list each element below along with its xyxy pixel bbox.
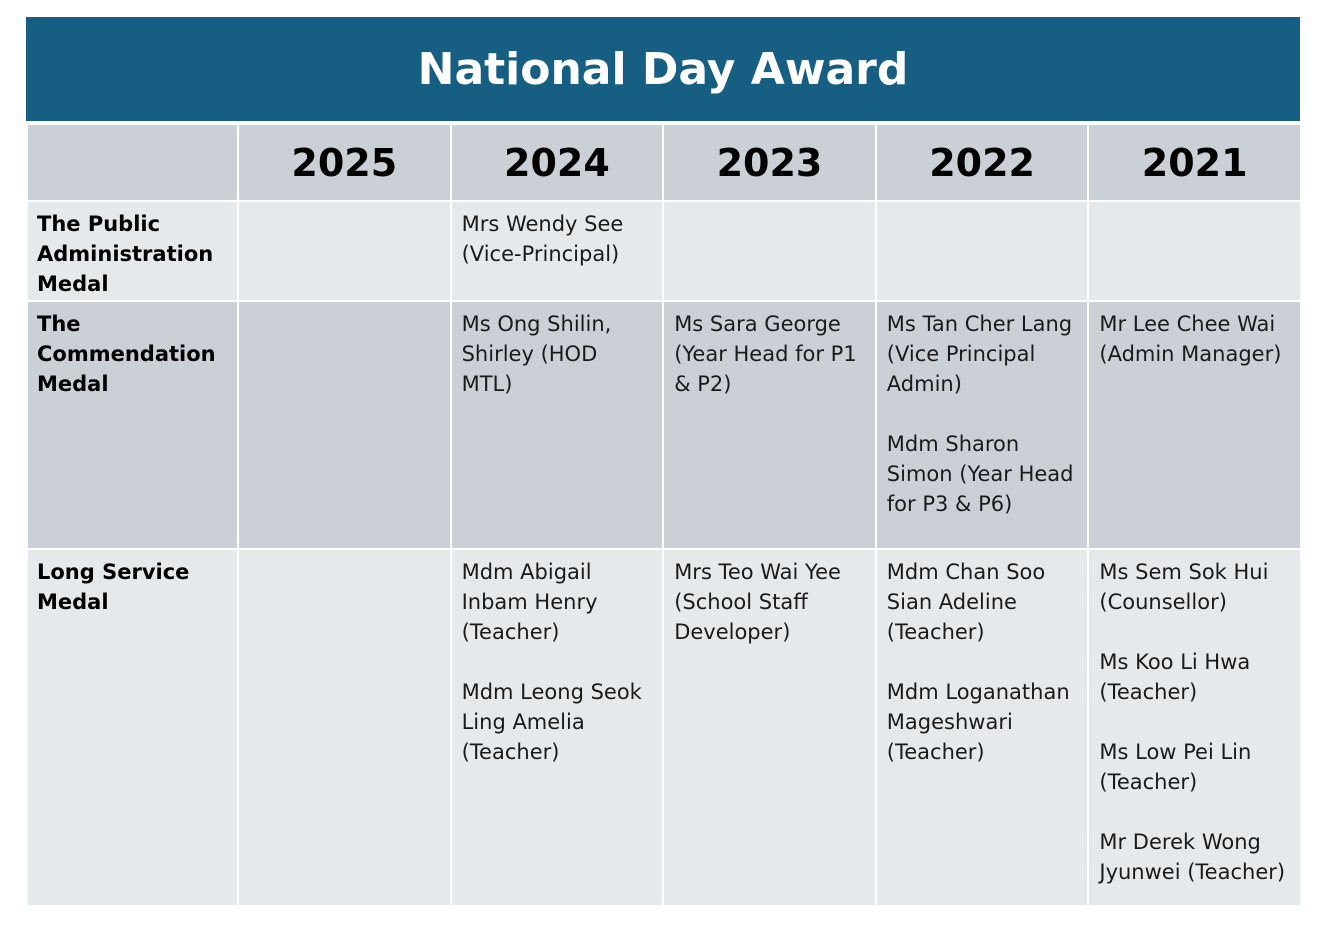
recipient-role: (Teacher) — [1099, 680, 1198, 704]
award-cell — [237, 300, 452, 550]
recipient-name: Mrs Wendy See — [461, 212, 624, 236]
recipient-name: Mdm Sharon Simon — [886, 432, 1020, 486]
category-cell: The Commendation Medal — [26, 300, 239, 550]
award-table: 2025 2024 2023 2022 2021 The Public Admi… — [26, 123, 1302, 907]
award-cell: Mrs Teo Wai Yee (School Staff Developer) — [662, 548, 877, 907]
recipient-name: Ms Sem Sok Hui — [1099, 560, 1269, 584]
page-title: National Day Award — [417, 43, 909, 95]
year-header: 2025 — [237, 123, 452, 202]
recipient-role: (Counsellor) — [1099, 590, 1227, 614]
award-cell: Ms Sem Sok Hui (Counsellor) Ms Koo Li Hwa… — [1087, 548, 1302, 907]
award-recipient: Ms Koo Li Hwa (Teacher) — [1099, 647, 1292, 707]
award-cell: Ms Ong Shilin, Shirley (HOD MTL) — [449, 300, 665, 550]
recipient-role: (Teacher) — [886, 620, 985, 644]
award-cell: Mdm Chan Soo Sian Adeline (Teacher) Mdm L… — [874, 548, 1090, 907]
recipient-role: (Teacher) — [886, 740, 985, 764]
award-recipient: Mdm Sharon Simon (Year Head for P3 & P6) — [887, 429, 1080, 519]
recipient-role: (Admin Manager) — [1099, 342, 1282, 366]
year-header: 2021 — [1087, 123, 1302, 202]
award-cell — [1087, 200, 1302, 302]
award-cell — [662, 200, 877, 302]
award-cell — [237, 200, 452, 302]
recipient-name: Mr Lee Chee Wai — [1099, 312, 1276, 336]
category-label: The Commendation Medal — [37, 312, 216, 396]
award-cell: Mdm Abigail Inbam Henry (Teacher) Mdm Leo… — [449, 548, 665, 907]
recipient-name: Ms Koo Li Hwa — [1099, 650, 1251, 674]
recipient-role: (Teacher) — [1099, 770, 1198, 794]
award-recipient: Mdm Leong Seok Ling Amelia (Teacher) — [462, 677, 655, 767]
recipient-role: (Vice-Principal) — [461, 242, 620, 266]
recipient-role: (HOD MTL) — [461, 342, 598, 396]
year-header: 2023 — [662, 123, 877, 202]
category-cell: The Public Administration Medal — [26, 200, 239, 302]
award-recipient: Ms Tan Cher Lang (Vice Principal Admin) — [887, 309, 1080, 399]
award-recipient: Ms Sara George (Year Head for P1 & P2) — [674, 309, 867, 399]
award-recipient: Mdm Abigail Inbam Henry (Teacher) — [462, 557, 655, 647]
award-recipient: Mdm Chan Soo Sian Adeline (Teacher) — [887, 557, 1080, 647]
header-corner-cell — [26, 123, 239, 202]
award-cell: Ms Tan Cher Lang (Vice Principal Admin) M… — [874, 300, 1090, 550]
recipient-name: Ms Sara George — [674, 312, 841, 336]
recipient-role: (Year Head for P1 & P2) — [674, 342, 857, 396]
title-banner: National Day Award — [26, 17, 1300, 121]
recipient-name: Mdm Loganathan Mageshwari — [886, 680, 1070, 734]
award-cell: Mr Lee Chee Wai (Admin Manager) — [1087, 300, 1302, 550]
award-cell: Ms Sara George (Year Head for P1 & P2) — [662, 300, 877, 550]
recipient-role: (Teacher) — [1187, 860, 1286, 884]
table-row: The Commendation Medal Ms Ong Shilin, Sh… — [26, 300, 1302, 550]
award-recipient: Mrs Teo Wai Yee (School Staff Developer) — [674, 557, 867, 647]
recipient-role: (Vice Principal Admin) — [886, 342, 1036, 396]
table-row: Long Service Medal Mdm Abigail Inbam Hen… — [26, 548, 1302, 907]
recipient-name: Mrs Teo Wai Yee — [674, 560, 841, 584]
category-label: Long Service Medal — [37, 560, 190, 614]
category-cell: Long Service Medal — [26, 548, 239, 907]
recipient-role: (Teacher) — [461, 620, 560, 644]
award-recipient: Mr Derek Wong Jyunwei (Teacher) — [1099, 827, 1292, 887]
award-recipient: Mrs Wendy See (Vice-Principal) — [462, 209, 655, 269]
award-recipient: Mdm Loganathan Mageshwari (Teacher) — [887, 677, 1080, 767]
recipient-name: Ms Tan Cher Lang — [886, 312, 1073, 336]
award-recipient: Mr Lee Chee Wai (Admin Manager) — [1099, 309, 1292, 369]
award-recipient: Ms Ong Shilin, Shirley (HOD MTL) — [462, 309, 655, 399]
award-recipient: Ms Sem Sok Hui (Counsellor) — [1099, 557, 1292, 617]
table-row: The Public Administration Medal Mrs Wend… — [26, 200, 1302, 302]
recipient-role: (School Staff Developer) — [674, 590, 808, 644]
recipient-name: Mdm Abigail Inbam Henry — [461, 560, 598, 614]
category-label: The Public Administration Medal — [37, 212, 214, 296]
recipient-role: (Year Head for P3 & P6) — [886, 462, 1074, 516]
year-header: 2022 — [874, 123, 1090, 202]
award-recipient: Ms Low Pei Lin (Teacher) — [1099, 737, 1292, 797]
recipient-name: Mdm Chan Soo Sian Adeline — [886, 560, 1046, 614]
recipient-role: (Teacher) — [461, 740, 560, 764]
recipient-name: Ms Low Pei Lin — [1099, 740, 1252, 764]
table-header-row: 2025 2024 2023 2022 2021 — [26, 123, 1302, 202]
recipient-name: Ms Ong Shilin, Shirley — [461, 312, 612, 366]
recipient-name: Mdm Leong Seok Ling Amelia — [461, 680, 642, 734]
year-header: 2024 — [449, 123, 665, 202]
award-cell: Mrs Wendy See (Vice-Principal) — [449, 200, 665, 302]
award-cell — [874, 200, 1090, 302]
recipient-name: Mr Derek Wong Jyunwei — [1099, 830, 1261, 884]
award-cell — [237, 548, 452, 907]
